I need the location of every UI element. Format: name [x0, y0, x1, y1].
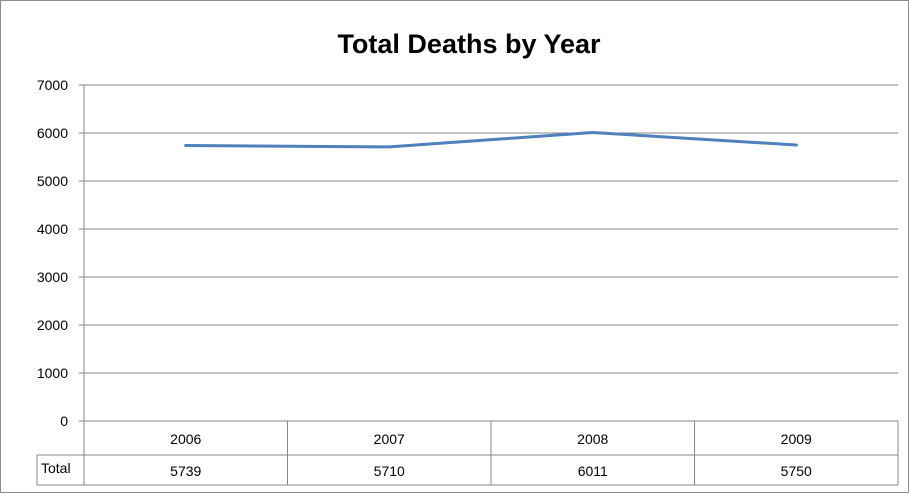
table-series-label: Total	[41, 460, 71, 476]
table-value-2007: 5710	[374, 463, 405, 479]
ytick-label-1000: 1000	[37, 365, 68, 381]
data-point-2009	[794, 143, 798, 147]
ytick-label-4000: 4000	[37, 221, 68, 237]
xtick-label-2006: 2006	[170, 431, 201, 447]
ytick-label-3000: 3000	[37, 269, 68, 285]
table-value-2008: 6011	[578, 463, 608, 479]
y-axis: 0 1000 2000 3000 4000 5000 6000 7000	[37, 77, 85, 455]
ytick-label-0: 0	[60, 413, 68, 429]
xtick-label-2007: 2007	[374, 431, 405, 447]
table-value-2006: 5739	[170, 463, 201, 479]
gridlines	[84, 84, 898, 422]
xtick-label-2008: 2008	[577, 431, 608, 447]
data-table: 2006 2007 2008 2009 Total 5739 5710 6011 5750	[36, 421, 899, 486]
ytick-label-6000: 6000	[37, 125, 68, 141]
ytick-label-5000: 5000	[37, 173, 68, 189]
data-point-2008	[591, 130, 595, 134]
ytick-label-7000: 7000	[37, 77, 68, 93]
data-point-2006	[184, 144, 188, 148]
xtick-label-2009: 2009	[781, 431, 812, 447]
table-value-2009: 5750	[781, 463, 812, 479]
series-layer	[184, 130, 798, 149]
chart-title: Total Deaths by Year	[337, 29, 601, 59]
ytick-label-2000: 2000	[37, 317, 68, 333]
series-line-total	[184, 130, 798, 149]
data-point-2007	[387, 145, 391, 149]
